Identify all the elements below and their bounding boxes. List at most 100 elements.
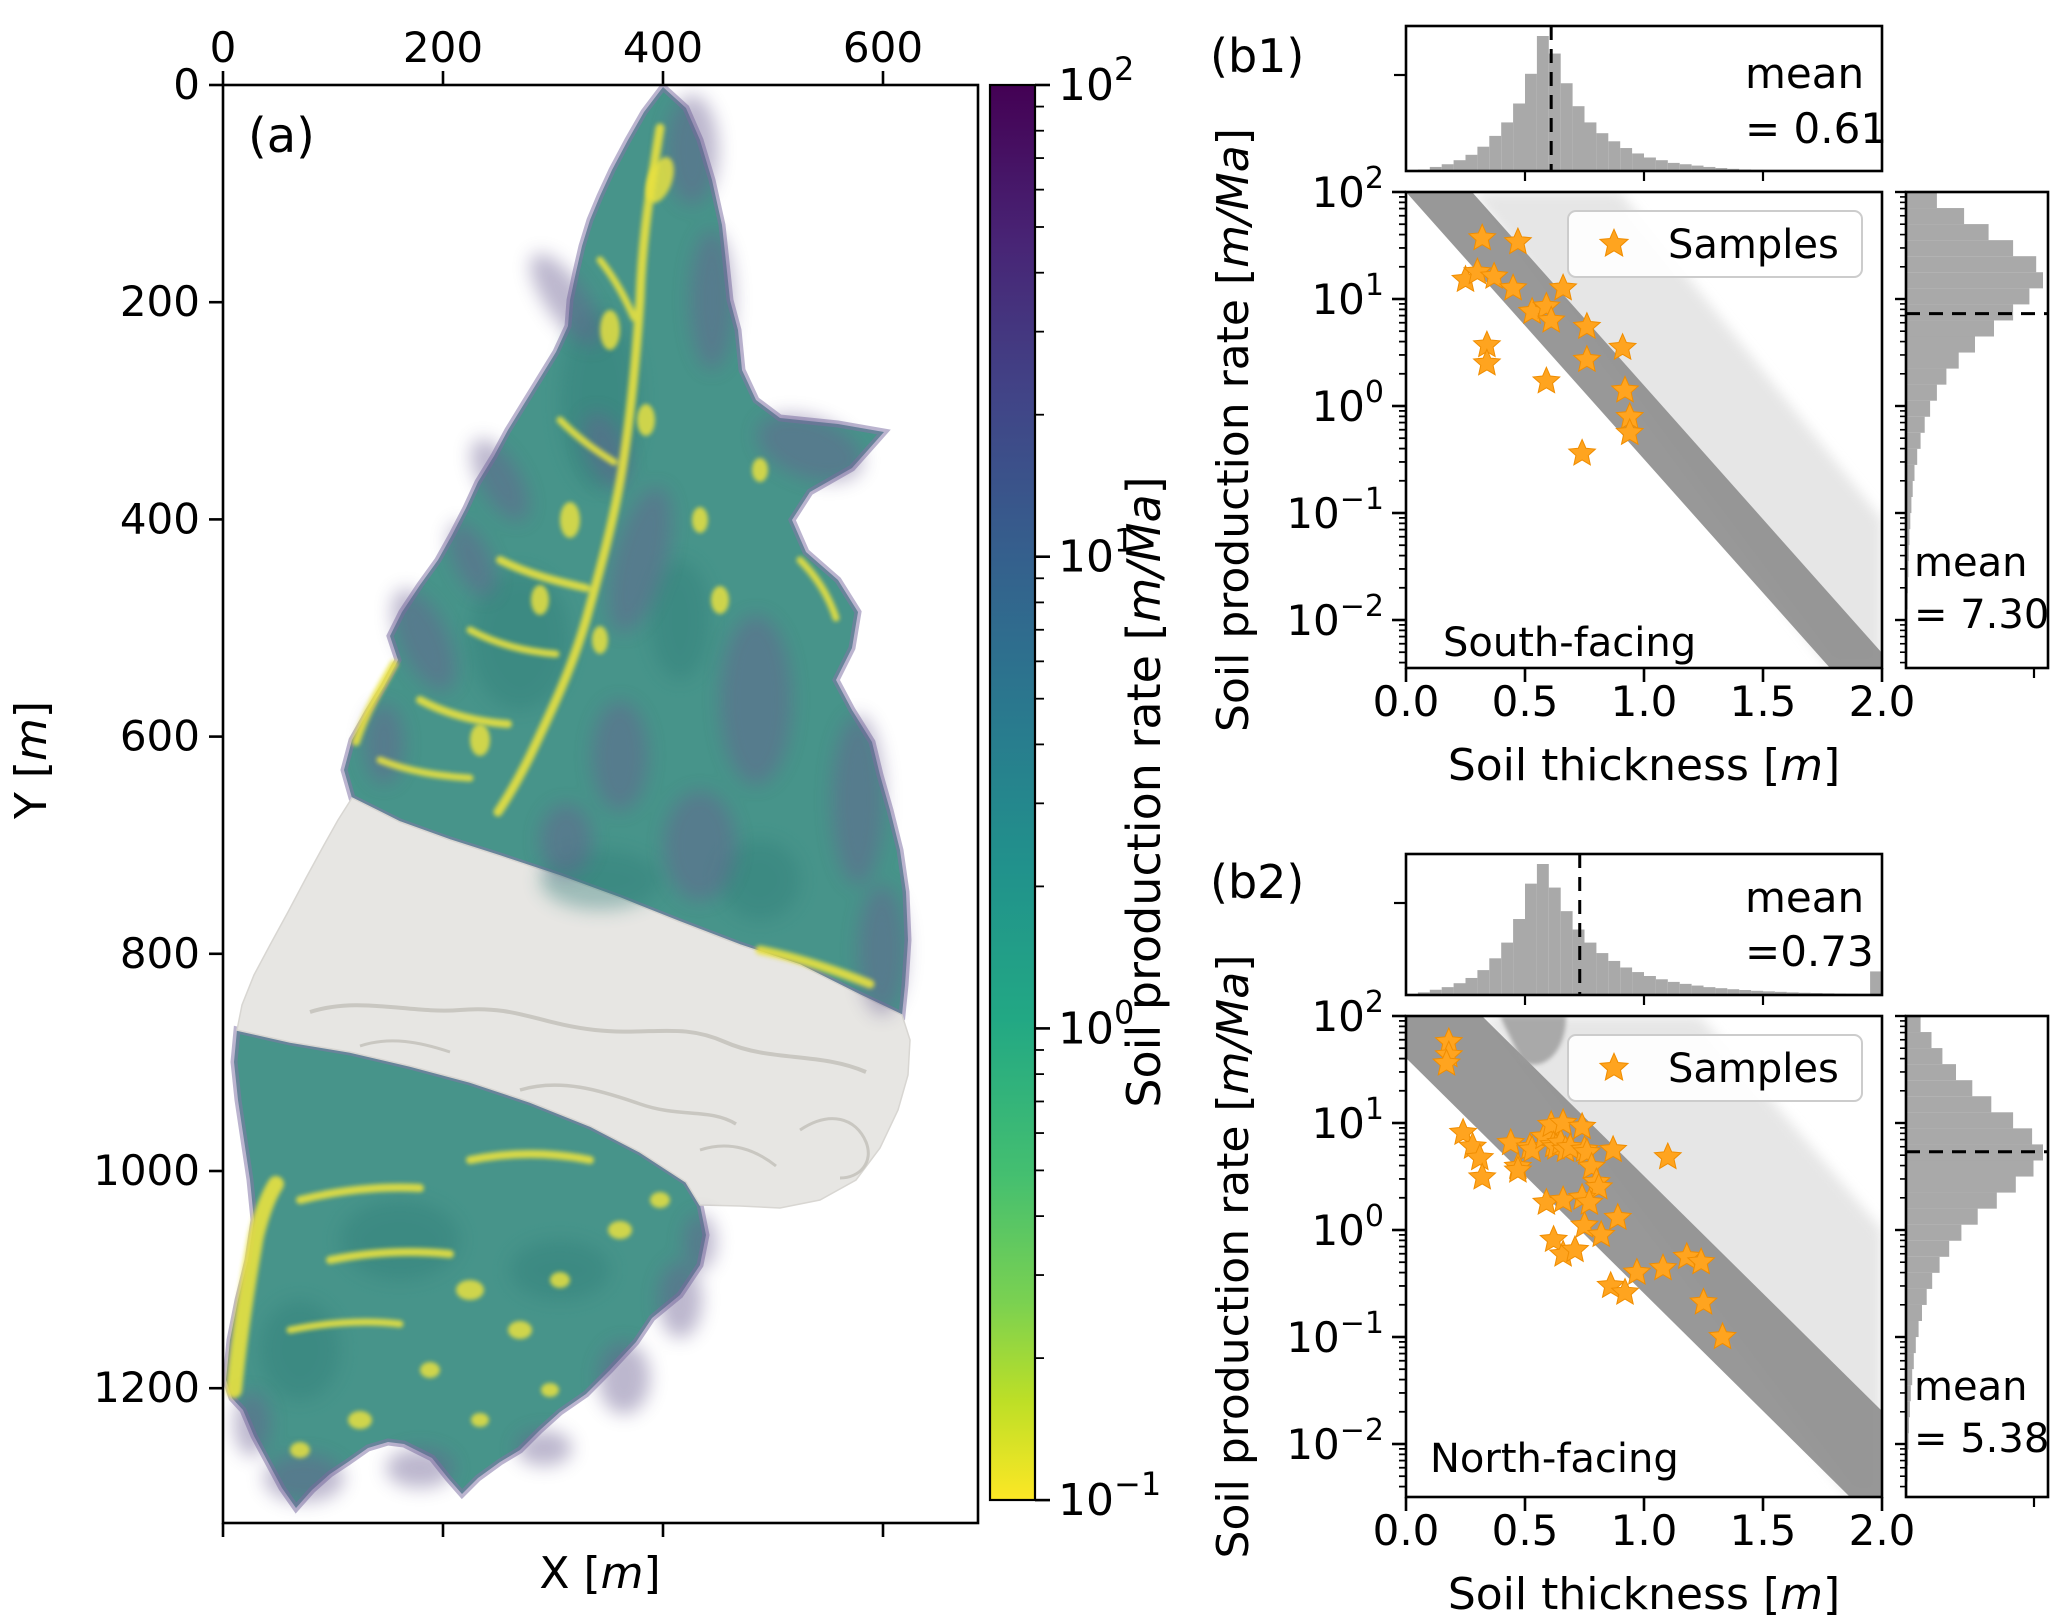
x-tick-label: 2.0: [1849, 677, 1916, 726]
map-frame: [221, 83, 980, 1525]
colorbar-label: Soil production rate [m/Ma]: [1117, 476, 1171, 1107]
histogram-bar: [1560, 911, 1573, 995]
histogram-bar: [1477, 146, 1490, 171]
y-tick-label: 10−2: [1286, 1413, 1384, 1469]
sample-star: [1622, 1257, 1652, 1285]
sample-star: [1610, 375, 1640, 403]
b1-scatter-ticks: [1392, 190, 1884, 682]
x-tick-label: 0.0: [1373, 677, 1440, 726]
histogram-bar: [1608, 141, 1621, 171]
sample-star: [1503, 226, 1533, 255]
histogram-bar: [1907, 529, 1910, 546]
panel-b2: (b2) mean =0.73 0.0 0.5 1.0 1.5 2.0 102 101 100…: [1208, 852, 2050, 1617]
histogram-bar: [1907, 368, 1947, 385]
histogram-bar: [1907, 545, 1909, 562]
histogram-bar: [1751, 990, 1763, 995]
sample-star: [1574, 1187, 1604, 1216]
histogram-bar: [1907, 192, 1937, 209]
histogram-bar: [1715, 168, 1728, 171]
b1-facing-label: South-facing: [1443, 620, 1696, 666]
map-axis-ticks: [209, 71, 885, 1537]
map-x-tick-label: 200: [403, 23, 483, 72]
histogram-bar: [1907, 513, 1911, 530]
histogram-bar: [1907, 1224, 1962, 1241]
histogram-bar: [1679, 983, 1692, 995]
histogram-bar: [1907, 352, 1959, 369]
histogram-bar: [1536, 864, 1549, 995]
sample-star: [1567, 438, 1597, 466]
map-purple-patches: [234, 95, 906, 1502]
x-tick-label: 0.0: [1373, 1506, 1440, 1555]
histogram-bar: [1907, 1032, 1932, 1049]
histogram-bar: [1907, 1465, 1908, 1482]
sample-star: [1467, 222, 1497, 251]
histogram-bar: [1703, 166, 1716, 171]
histogram-bar: [1907, 384, 1937, 401]
map-xlabel: X [m]: [539, 1548, 660, 1599]
sample-star: [1572, 344, 1602, 373]
b2-right-histogram-bars: [1907, 1016, 2043, 1497]
histogram-bar: [1907, 240, 2014, 257]
histogram-bar: [1655, 160, 1668, 171]
b2-legend: Samples: [1567, 1034, 1863, 1102]
y-tick-label: 10−1: [1286, 1306, 1384, 1362]
histogram-bar: [1907, 1064, 1956, 1081]
map-ylabel: Y [m]: [6, 701, 57, 820]
sample-star: [1496, 1127, 1526, 1156]
histogram-bar: [1644, 976, 1656, 995]
sample-star: [1465, 1142, 1495, 1171]
b1-legend-box: [1567, 210, 1863, 278]
histogram-bar: [1441, 164, 1454, 171]
sample-star: [1462, 256, 1492, 285]
histogram-bar: [1907, 1080, 1973, 1097]
histogram-bar: [1907, 1112, 2014, 1129]
y-tick-label: 102: [1311, 985, 1384, 1041]
histogram-bar: [1907, 1369, 1913, 1386]
b1-right-histogram-bars: [1907, 192, 2043, 668]
b1-top-histogram-bars: [1417, 36, 1787, 171]
map-y-tick-label: 200: [120, 277, 200, 326]
b1-right-hist-ticks: [1895, 190, 2036, 678]
y-tick-label: 10−1: [1286, 482, 1384, 538]
histogram-bar: [1501, 942, 1514, 995]
sample-star: [1503, 1155, 1533, 1183]
colorbar-axis-label: Soil production rate [m/Ma]: [1117, 476, 1171, 1107]
b2-right-hist-frame: [1904, 1014, 2050, 1499]
colorbar-ticks: [1035, 83, 1050, 1502]
b1-top-hist-ticks: [1394, 73, 1765, 181]
sample-star: [1431, 1048, 1462, 1076]
x-tick-label: 1.0: [1611, 1506, 1678, 1555]
b2-ylabel: Soil production rate [m/Ma]: [1208, 955, 1259, 1559]
sample-star: [1648, 1252, 1678, 1281]
histogram-bar: [1584, 942, 1597, 995]
b1-legend-star-icon: [1598, 227, 1630, 257]
map-yellow-streaks: [226, 123, 875, 1398]
histogram-bar: [1907, 1256, 1940, 1273]
histogram-bar: [1907, 577, 1908, 594]
sample-star: [1688, 1287, 1719, 1315]
histogram-bar: [1429, 166, 1442, 171]
map-floodplain: [236, 797, 911, 1209]
x-tick-label: 1.0: [1611, 677, 1678, 726]
histogram-bar: [1907, 1385, 1911, 1402]
sample-star: [1598, 1134, 1628, 1163]
histogram-bar: [1786, 992, 1799, 995]
b2-model-band: [1406, 1016, 1882, 1497]
histogram-bar: [1703, 987, 1716, 995]
x-tick-label: 1.5: [1730, 677, 1797, 726]
b1-axis-labels: Soil thickness [m] Soil production rate […: [1208, 128, 1840, 791]
histogram-bar: [1691, 165, 1704, 171]
b2-legend-star-icon: [1598, 1051, 1630, 1081]
sample-star: [1448, 1117, 1478, 1146]
histogram-bar: [1596, 953, 1609, 995]
b2-scatter-ticks: [1392, 1014, 1884, 1511]
map-y-tick-label: 600: [120, 712, 200, 761]
sample-star: [1707, 1321, 1738, 1350]
b1-xlabel: Soil thickness [m]: [1448, 740, 1840, 791]
y-tick-label: 101: [1311, 1092, 1384, 1148]
sample-star: [1560, 1234, 1590, 1263]
histogram-bar: [1774, 991, 1787, 995]
map-axis-labels: X [m] Y [m]: [6, 701, 661, 1599]
